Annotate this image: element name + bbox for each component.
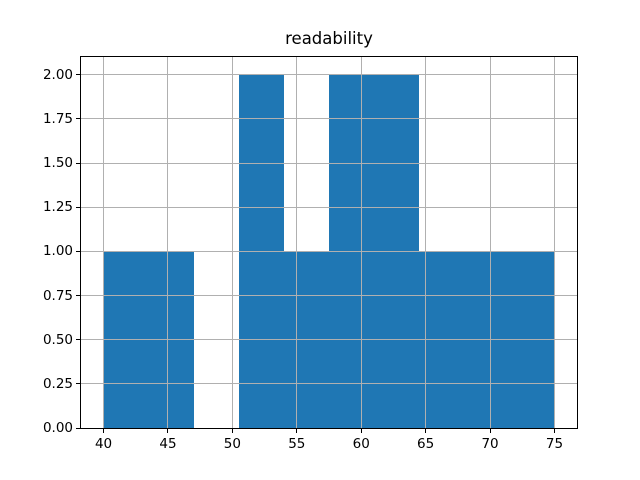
y-gridline [81,295,577,296]
y-gridline [81,250,577,252]
y-tick-mark [76,427,80,429]
y-tick-label: 2.00 [42,66,73,83]
x-tick-label: 45 [159,436,177,452]
y-gridline [81,383,577,385]
x-gridline [167,57,169,428]
y-tick-mark [76,162,80,164]
x-gridline [296,57,298,428]
x-gridline [231,57,233,428]
grid-layer [81,57,577,428]
x-tick-label: 50 [223,436,241,452]
x-tick-label: 55 [288,436,306,452]
y-tick-label: 1.75 [42,110,73,127]
x-gridline [553,57,555,428]
x-tick-label: 60 [352,436,370,452]
chart-title: readability [285,29,373,48]
x-gridline [103,57,105,428]
y-tick-label: 0.25 [42,375,73,392]
x-tick-mark [553,429,555,433]
y-tick-label: 1.25 [42,199,73,216]
x-tick-label: 65 [417,436,435,452]
y-gridline [81,162,577,164]
y-tick-mark [76,339,80,341]
x-tick-mark [167,429,169,433]
y-tick-mark [76,118,80,120]
y-tick-mark [76,206,80,208]
plot-area [80,56,578,429]
y-tick-label: 0.00 [42,420,73,436]
y-gridline [81,74,577,76]
y-tick-mark [76,383,80,385]
x-gridline [425,57,427,428]
x-tick-mark [103,429,105,433]
x-tick-label: 70 [481,436,499,452]
x-tick-mark [360,429,362,433]
x-tick-mark [296,429,298,433]
x-tick-label: 40 [94,436,113,452]
x-gridline [489,57,491,428]
y-tick-mark [76,250,80,252]
x-tick-mark [231,429,233,433]
y-tick-label: 1.00 [42,243,73,260]
y-tick-mark [76,295,80,296]
y-tick-mark [76,74,80,76]
y-gridline [81,118,577,120]
y-gridline [81,339,577,341]
x-tick-mark [425,429,427,433]
x-tick-label: 75 [545,436,564,452]
y-tick-label: 0.75 [42,287,73,304]
y-tick-label: 0.50 [42,331,73,348]
x-tick-mark [489,429,491,433]
y-gridline [81,206,577,208]
y-tick-label: 1.50 [42,155,73,171]
x-gridline [360,57,362,428]
